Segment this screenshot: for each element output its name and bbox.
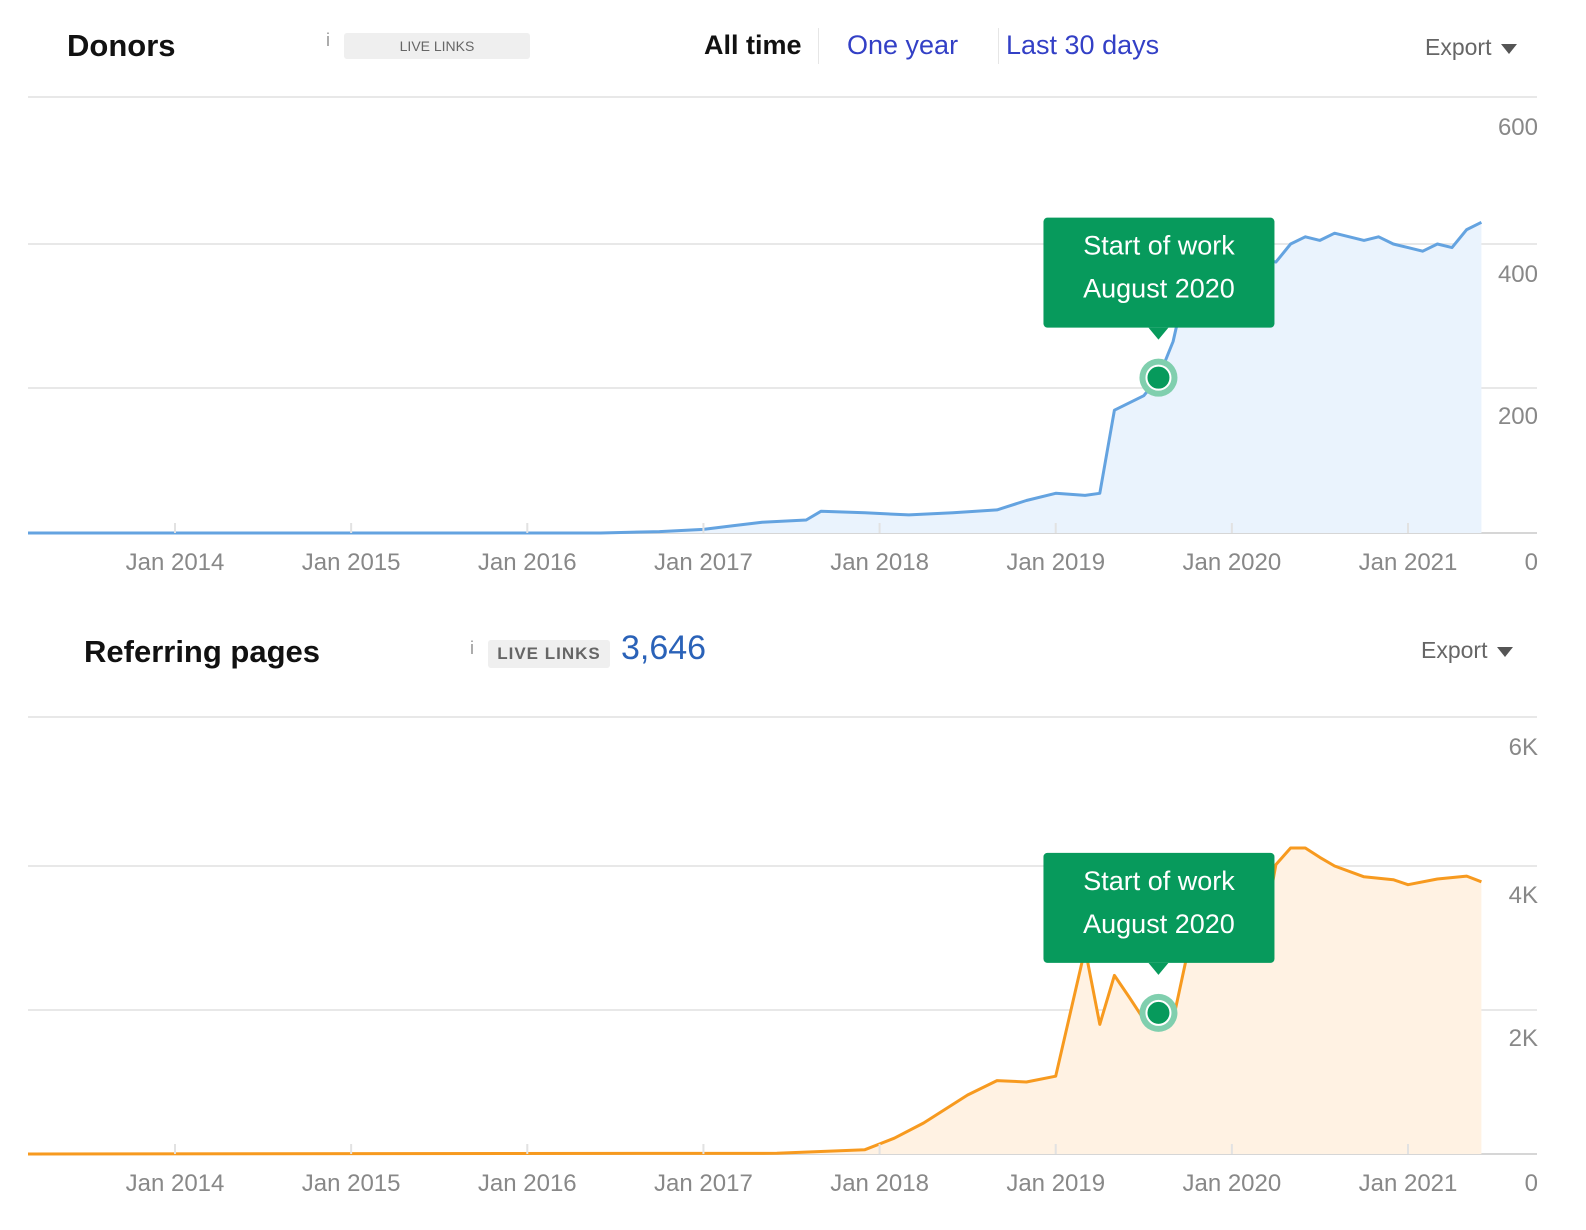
y-tick-label: 4K <box>1509 882 1538 909</box>
range-divider <box>818 28 819 64</box>
y-tick-label: 600 <box>1498 114 1538 141</box>
info-icon[interactable]: i <box>470 638 474 658</box>
referring-pages-chart: Jan 2014 Jan 2015 Jan 2016 Jan 2017 Jan 2018… <box>27 716 1538 1197</box>
x-tick-label: Jan 2016 <box>478 549 577 576</box>
x-tick-label: Jan 2017 <box>654 1170 753 1197</box>
donors-panel: Donors i LIVE LINKS All time One year La… <box>0 0 1586 610</box>
start-of-work-callout: Start of work August 2020 <box>1043 217 1275 340</box>
live-links-badge[interactable]: LIVE LINKS <box>344 33 530 59</box>
range-one-year[interactable]: One year <box>847 30 959 60</box>
range-all-time[interactable]: All time <box>704 30 802 60</box>
callout-pointer <box>1148 327 1169 340</box>
y-tick-label: 0 <box>1525 549 1538 576</box>
live-links-count: 3,646 <box>621 629 707 667</box>
series-area <box>28 848 1482 1154</box>
callout-box <box>1043 217 1275 328</box>
x-tick-label: Jan 2017 <box>654 549 753 576</box>
x-tick-label: Jan 2019 <box>1006 549 1105 576</box>
caret-down-icon <box>1497 646 1514 657</box>
caret-down-icon <box>1501 43 1518 54</box>
referring-pages-panel: Referring pages i LIVE LINKS 3,646 Expor… <box>0 610 1586 1230</box>
range-divider <box>998 28 999 64</box>
export-label: Export <box>1421 637 1488 663</box>
x-tick-label: Jan 2019 <box>1006 1170 1105 1197</box>
x-tick-label: Jan 2014 <box>126 1170 225 1197</box>
callout-line1: Start of work <box>1083 866 1235 896</box>
donors-chart: Jan 2014 Jan 2015 Jan 2016 Jan 2017 Jan 2018… <box>28 96 1538 576</box>
callout-line2: August 2020 <box>1083 274 1235 304</box>
x-tick-label: Jan 2016 <box>478 1170 577 1197</box>
live-links-badge[interactable]: LIVE LINKS <box>488 640 610 668</box>
x-tick-label: Jan 2014 <box>126 549 225 576</box>
y-tick-label: 6K <box>1509 734 1538 761</box>
x-tick-label: Jan 2015 <box>302 549 401 576</box>
info-icon[interactable]: i <box>326 30 330 50</box>
callout-line1: Start of work <box>1083 231 1235 261</box>
range-last-30-days[interactable]: Last 30 days <box>1006 30 1160 60</box>
callout-box <box>1043 852 1275 963</box>
x-tick-label: Jan 2020 <box>1182 1170 1281 1197</box>
series-line <box>27 846 1482 1156</box>
x-tick-label: Jan 2020 <box>1182 549 1281 576</box>
x-tick-label: Jan 2021 <box>1359 549 1458 576</box>
referring-pages-title: Referring pages <box>84 634 321 669</box>
x-tick-label: Jan 2021 <box>1359 1170 1458 1197</box>
y-tick-label: 0 <box>1525 1170 1538 1197</box>
export-button[interactable]: Export <box>1425 34 1518 61</box>
y-tick-label: 200 <box>1498 403 1538 430</box>
donors-title: Donors <box>67 28 176 63</box>
series-area <box>28 222 1482 534</box>
y-tick-label: 2K <box>1509 1025 1538 1052</box>
export-button[interactable]: Export <box>1421 637 1514 664</box>
start-of-work-callout: Start of work August 2020 <box>1043 852 1275 975</box>
x-tick-label: Jan 2015 <box>302 1170 401 1197</box>
marker-dot[interactable] <box>1145 999 1172 1026</box>
y-tick-label: 400 <box>1498 261 1538 288</box>
export-label: Export <box>1425 34 1492 60</box>
callout-pointer <box>1148 962 1169 975</box>
x-tick-label: Jan 2018 <box>830 549 929 576</box>
callout-line2: August 2020 <box>1083 909 1235 939</box>
x-tick-label: Jan 2018 <box>830 1170 929 1197</box>
marker-dot[interactable] <box>1145 364 1172 391</box>
